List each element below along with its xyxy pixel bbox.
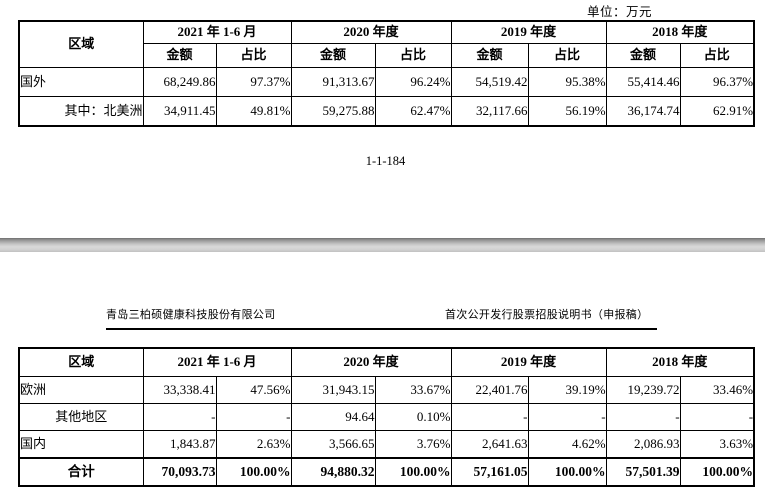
ratio-cell: 96.37% (679, 67, 755, 97)
amount-cell: 3,566.65 (290, 430, 376, 459)
row-label: 国外 (18, 67, 144, 97)
amount-cell: 54,519.42 (450, 67, 529, 97)
amount-cell: 22,401.76 (450, 376, 529, 404)
amount-cell: 59,275.88 (290, 96, 376, 127)
table-header-row: 区域 2021 年 1-6 月 2020 年度 2019 年度 2018 年度 (18, 20, 755, 68)
table-row-domestic: 国内 1,843.87 2.63% 3,566.65 3.76% 2,641.6… (18, 430, 755, 459)
table-header-row: 区域 2021 年 1-6 月 2020 年度 2019 年度 2018 年度 (18, 347, 755, 377)
doc-header-company: 青岛三柏硕健康科技股份有限公司 (106, 309, 276, 321)
ratio-cell: 0.10% (374, 403, 452, 431)
overseas-revenue-table: 区域 2021 年 1-6 月 2020 年度 2019 年度 2018 年度 … (18, 20, 756, 127)
amount-cell: 1,843.87 (142, 430, 217, 459)
unit-label: 单位：万元 (587, 5, 653, 19)
amount-cell: 33,338.41 (142, 376, 217, 404)
ratio-cell: 62.47% (374, 96, 452, 127)
amount-cell: 31,943.15 (290, 376, 376, 404)
doc-header-doctitle: 首次公开发行股票招股说明书（申报稿） (445, 309, 649, 321)
period-header-2020: 2020 年度 (290, 347, 452, 377)
amount-cell: 36,174.74 (605, 96, 681, 127)
amount-cell: 70,093.73 (142, 457, 217, 487)
table-row-north-america: 其中：北美洲 34,911.45 49.81% 59,275.88 62.47%… (18, 96, 755, 127)
amount-cell: 2,641.63 (450, 430, 529, 459)
ratio-header: 占比 (679, 43, 755, 68)
ratio-cell: 3.63% (679, 430, 755, 459)
table-row-other-regions: 其他地区 - - 94.64 0.10% - - - - (18, 403, 755, 431)
amount-cell: 57,161.05 (450, 457, 529, 487)
period-header-2021: 2021 年 1-6 月 (142, 347, 292, 377)
ratio-header: 占比 (527, 43, 607, 68)
amount-cell: 19,239.72 (605, 376, 681, 404)
amount-cell: - (450, 403, 529, 431)
ratio-cell: 100.00% (679, 457, 755, 487)
ratio-cell: 39.19% (527, 376, 607, 404)
ratio-cell: 49.81% (215, 96, 292, 127)
amount-header: 金额 (142, 43, 217, 68)
table-row-total: 合计 70,093.73 100.00% 94,880.32 100.00% 5… (18, 457, 755, 487)
period-header-2018: 2018 年度 (605, 20, 755, 44)
amount-cell: 2,086.93 (605, 430, 681, 459)
ratio-cell: - (215, 403, 292, 431)
period-header-2021: 2021 年 1-6 月 (142, 20, 292, 44)
region-column-header: 区域 (18, 347, 144, 377)
table-row-overseas: 国外 68,249.86 97.37% 91,313.67 96.24% 54,… (18, 67, 755, 97)
period-header-2019: 2019 年度 (450, 20, 607, 44)
ratio-cell: 4.62% (527, 430, 607, 459)
row-label: 其他地区 (18, 403, 144, 431)
ratio-header: 占比 (374, 43, 452, 68)
ratio-cell: 97.37% (215, 67, 292, 97)
header-rule (106, 328, 657, 330)
amount-cell: - (142, 403, 217, 431)
ratio-cell: 100.00% (215, 457, 292, 487)
page-number: 1-1-184 (365, 154, 406, 168)
ratio-cell: 100.00% (374, 457, 452, 487)
revenue-by-region-table: 区域 2021 年 1-6 月 2020 年度 2019 年度 2018 年度 … (18, 347, 756, 487)
period-header-2018: 2018 年度 (605, 347, 755, 377)
ratio-cell: 33.46% (679, 376, 755, 404)
region-column-header: 区域 (18, 20, 144, 68)
ratio-cell: 96.24% (374, 67, 452, 97)
amount-cell: 32,117.66 (450, 96, 529, 127)
page-divider (0, 238, 765, 252)
ratio-cell: 2.63% (215, 430, 292, 459)
table-subheader-row: 金额 占比 金额 占比 金额 占比 金额 占比 (19, 43, 755, 68)
ratio-cell: 56.19% (527, 96, 607, 127)
row-label: 欧洲 (18, 376, 144, 404)
ratio-header: 占比 (215, 43, 292, 68)
amount-cell: 94.64 (290, 403, 376, 431)
amount-cell: 94,880.32 (290, 457, 376, 487)
ratio-cell: 100.00% (527, 457, 607, 487)
amount-cell: 68,249.86 (142, 67, 217, 97)
row-label: 合计 (18, 457, 144, 487)
amount-cell: - (605, 403, 681, 431)
ratio-cell: 33.67% (374, 376, 452, 404)
ratio-cell: - (679, 403, 755, 431)
amount-cell: 91,313.67 (290, 67, 376, 97)
ratio-cell: 3.76% (374, 430, 452, 459)
amount-cell: 57,501.39 (605, 457, 681, 487)
ratio-cell: 95.38% (527, 67, 607, 97)
amount-cell: 34,911.45 (142, 96, 217, 127)
row-label: 其中：北美洲 (18, 96, 144, 127)
amount-cell: 55,414.46 (605, 67, 681, 97)
amount-header: 金额 (450, 43, 529, 68)
period-header-2020: 2020 年度 (290, 20, 452, 44)
ratio-cell: 62.91% (679, 96, 755, 127)
ratio-cell: 47.56% (215, 376, 292, 404)
row-label: 国内 (18, 430, 144, 459)
ratio-cell: - (527, 403, 607, 431)
table-row-europe: 欧洲 33,338.41 47.56% 31,943.15 33.67% 22,… (18, 376, 755, 404)
amount-header: 金额 (290, 43, 376, 68)
period-header-2019: 2019 年度 (450, 347, 607, 377)
amount-header: 金额 (605, 43, 681, 68)
